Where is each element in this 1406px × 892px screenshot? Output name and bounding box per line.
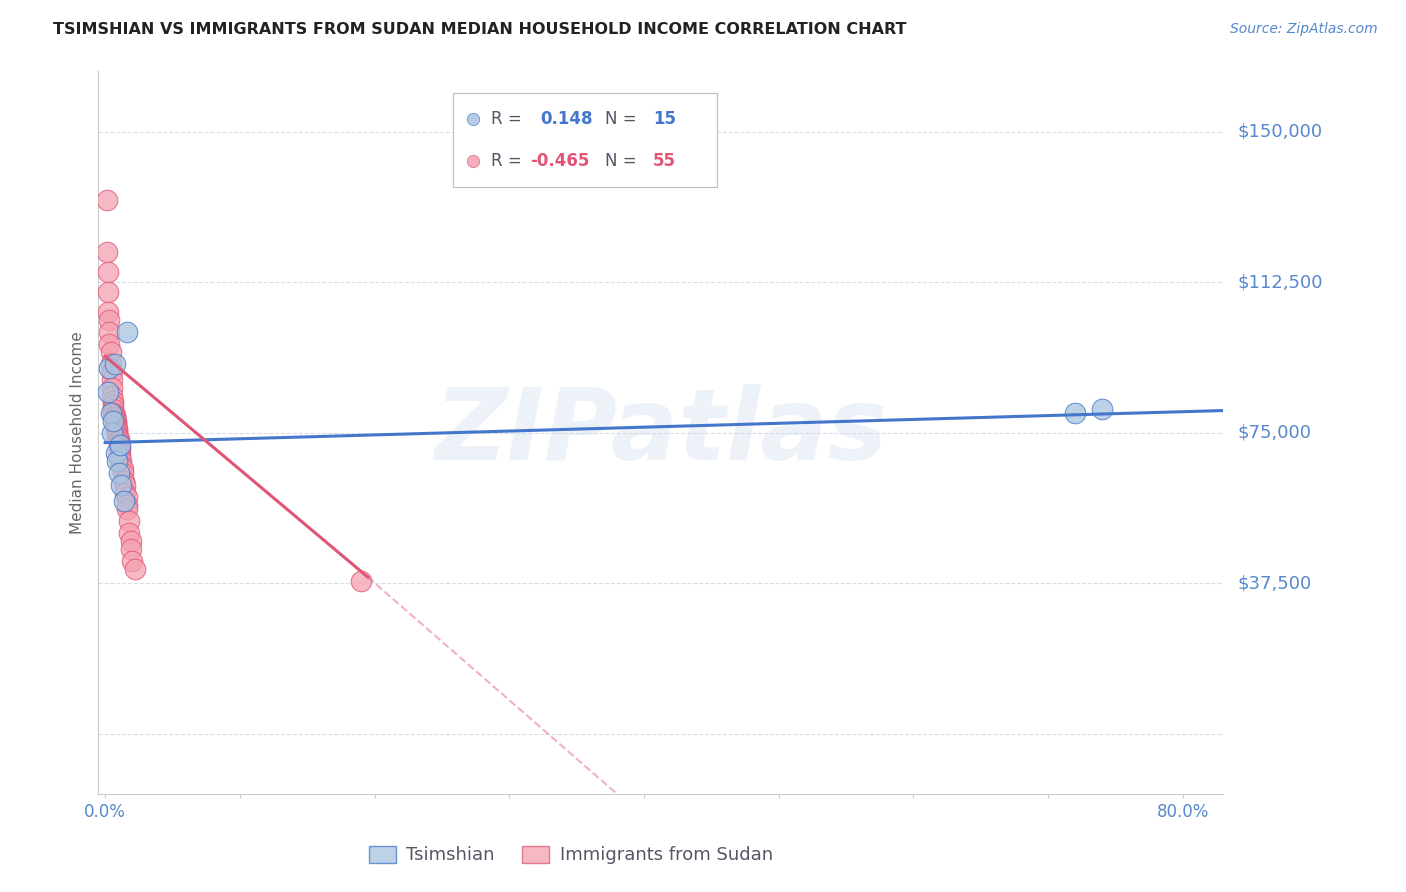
Text: N =: N = — [605, 111, 636, 128]
Point — [100, 345, 122, 359]
Point — [111, 462, 134, 476]
Point — [103, 408, 125, 422]
Text: -0.465: -0.465 — [530, 152, 589, 169]
Point — [98, 325, 121, 339]
Point — [1091, 401, 1114, 416]
Point — [105, 427, 128, 442]
Point — [121, 554, 143, 568]
Point — [97, 305, 120, 319]
Point — [112, 474, 135, 488]
Point — [118, 526, 141, 541]
Text: TSIMSHIAN VS IMMIGRANTS FROM SUDAN MEDIAN HOUSEHOLD INCOME CORRELATION CHART: TSIMSHIAN VS IMMIGRANTS FROM SUDAN MEDIA… — [53, 22, 907, 37]
Point — [105, 453, 128, 467]
Point — [1064, 405, 1087, 420]
Point — [97, 265, 120, 279]
Point — [112, 494, 135, 508]
Point — [98, 313, 121, 327]
Point — [110, 453, 132, 467]
Point — [101, 382, 124, 396]
Point — [124, 562, 146, 576]
Text: $112,500: $112,500 — [1237, 273, 1323, 291]
Point — [103, 409, 125, 424]
Text: Source: ZipAtlas.com: Source: ZipAtlas.com — [1230, 22, 1378, 37]
Point — [110, 478, 132, 492]
Point — [111, 466, 134, 480]
Point — [104, 417, 127, 432]
Point — [115, 501, 138, 516]
Point — [100, 358, 122, 372]
Point — [97, 385, 120, 400]
Point — [104, 416, 127, 430]
Text: R =: R = — [491, 111, 522, 128]
Point — [104, 419, 127, 434]
Text: N =: N = — [605, 152, 636, 169]
Point — [107, 466, 129, 480]
Point — [105, 430, 128, 444]
Point — [115, 490, 138, 504]
Point — [107, 440, 129, 454]
Point — [543, 726, 565, 740]
Y-axis label: Median Household Income: Median Household Income — [70, 331, 86, 534]
Text: 15: 15 — [652, 111, 676, 128]
Text: ZIPatlas: ZIPatlas — [434, 384, 887, 481]
Point — [105, 425, 128, 440]
Point — [98, 361, 121, 376]
Point — [101, 373, 124, 387]
Point — [104, 414, 127, 428]
Point — [108, 446, 131, 460]
Text: 0.148: 0.148 — [540, 111, 593, 128]
Point — [350, 574, 373, 589]
Text: 55: 55 — [652, 152, 676, 169]
Point — [103, 393, 125, 408]
Point — [105, 422, 128, 436]
Point — [120, 541, 142, 557]
Point — [114, 478, 136, 492]
Point — [107, 434, 129, 448]
Point — [105, 424, 128, 438]
Point — [103, 401, 125, 416]
Point — [115, 498, 138, 512]
Point — [115, 325, 138, 339]
Point — [107, 432, 129, 446]
Point — [103, 405, 125, 420]
Point — [107, 437, 129, 451]
Text: R =: R = — [491, 152, 522, 169]
Point — [118, 514, 141, 528]
Point — [101, 425, 124, 440]
Point — [97, 285, 120, 300]
Point — [543, 726, 565, 740]
Point — [104, 446, 127, 460]
Point — [108, 437, 131, 451]
Point — [101, 366, 124, 380]
Text: $75,000: $75,000 — [1237, 424, 1312, 442]
Text: $150,000: $150,000 — [1237, 122, 1322, 141]
Point — [103, 398, 125, 412]
FancyBboxPatch shape — [453, 93, 717, 187]
Point — [110, 458, 132, 472]
Point — [101, 389, 124, 403]
Point — [96, 193, 118, 207]
Point — [103, 411, 125, 425]
Text: $37,500: $37,500 — [1237, 574, 1312, 592]
Point — [114, 485, 136, 500]
Point — [100, 405, 122, 420]
Point — [103, 358, 125, 372]
Point — [98, 337, 121, 351]
Point — [120, 533, 142, 548]
Point — [103, 414, 125, 428]
Point — [108, 442, 131, 456]
Point — [96, 244, 118, 259]
Point — [108, 450, 131, 464]
Point — [107, 435, 129, 450]
Legend: Tsimshian, Immigrants from Sudan: Tsimshian, Immigrants from Sudan — [361, 838, 780, 871]
